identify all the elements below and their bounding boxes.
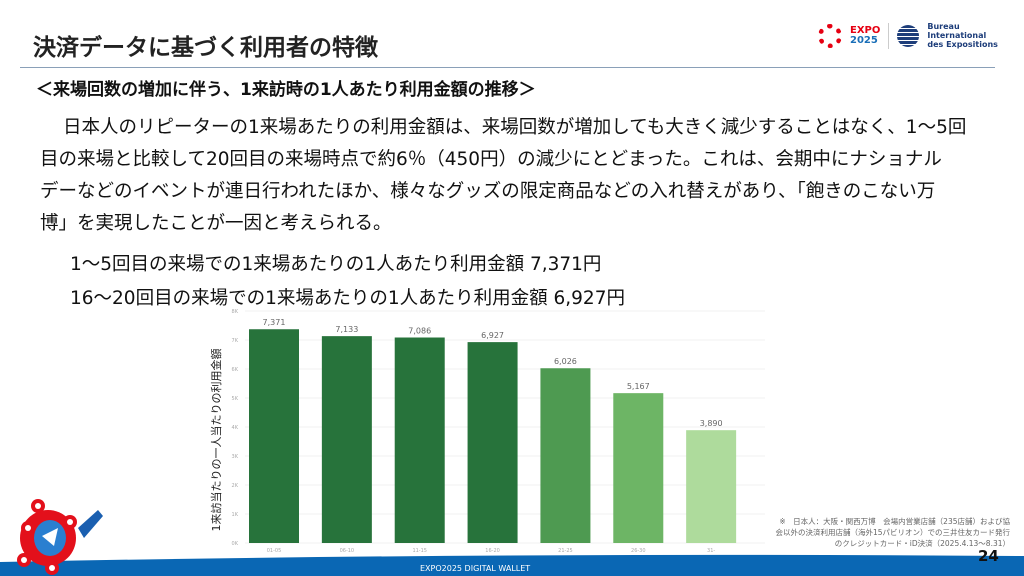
y-tick-label: 6K bbox=[232, 367, 239, 373]
mascot-icon bbox=[17, 499, 103, 575]
data-label: 7,086 bbox=[408, 327, 431, 336]
footnote-line: のクレジットカード・iD決済（2025.4.13～8.31） bbox=[834, 539, 1010, 548]
bar-01-05 bbox=[249, 329, 299, 543]
data-label: 6,927 bbox=[481, 331, 504, 340]
logo-divider bbox=[888, 22, 890, 49]
y-tick-label: 7K bbox=[232, 338, 239, 344]
paragraph-line: 目の来場と比較して20回目の来場時点で約6％（450円）の減少にとどまった。これ… bbox=[40, 149, 942, 170]
bar-chart: 1来訪当たりの一人当たりの利用金額 0K 1K 2K 3K 4K 5K 6K 7K 8K 7,37… bbox=[209, 309, 765, 554]
y-tick-label: 1K bbox=[232, 512, 239, 518]
bar-26-30 bbox=[613, 393, 664, 543]
bie-logo-text: Bureau International des Expositions bbox=[927, 22, 998, 49]
bie-globe-icon bbox=[897, 24, 920, 47]
section-heading: ＜来場回数の増加に伴う、1来訪時の1人あたり利用金額の推移＞ bbox=[36, 80, 536, 100]
x-tick-label: 21-25 bbox=[558, 548, 573, 554]
x-tick-label: 31- bbox=[707, 548, 715, 554]
data-label: 3,890 bbox=[700, 419, 723, 428]
key-value-line: 1～5回目の来場での1来場あたりの1人あたり利用金額 7,371円 bbox=[70, 254, 602, 275]
y-tick-label: 2K bbox=[232, 483, 239, 489]
bar-21-25 bbox=[540, 368, 591, 543]
bar-31- bbox=[686, 430, 737, 543]
y-tick-label: 5K bbox=[232, 396, 239, 402]
x-tick-label: 11-15 bbox=[412, 548, 427, 554]
footnote-line: 会以外の決済利用店舗（海外15パビリオン）での三井住友カード発行 bbox=[775, 528, 1010, 537]
data-label: 7,371 bbox=[263, 318, 286, 327]
bie-line: des Expositions bbox=[927, 40, 998, 49]
x-tick-label: 01-05 bbox=[267, 548, 282, 554]
y-tick-label: 4K bbox=[232, 425, 239, 431]
footnote: ※ 日本人：大阪・関西万博 会場内営業店舗（235店舗）および協 会以外の決済利… bbox=[775, 516, 1010, 549]
data-label: 6,026 bbox=[554, 357, 577, 366]
paragraph-line: 日本人のリピーターの1来場あたりの利用金額は、来場回数が増加しても大きく減少する… bbox=[63, 117, 967, 138]
y-tick-label: 8K bbox=[232, 309, 239, 315]
footer-text: EXPO2025 DIGITAL WALLET bbox=[420, 564, 531, 573]
bie-line: International bbox=[927, 31, 987, 40]
header-divider bbox=[20, 67, 995, 68]
paragraph-line: 博」を実現したことが一因と考えられる。 bbox=[40, 213, 392, 234]
y-tick-label: 3K bbox=[232, 454, 239, 460]
data-label: 7,133 bbox=[335, 325, 358, 334]
page-title: 決済データに基づく利用者の特徴 bbox=[33, 35, 378, 61]
x-tick-label: 16-20 bbox=[485, 548, 500, 554]
bar-16-20 bbox=[467, 342, 518, 543]
paragraph-line: デーなどのイベントが連日行われたほか、様々なグッズの限定商品などの入れ替えがあり… bbox=[40, 181, 936, 202]
y-axis-label: 1来訪当たりの一人当たりの利用金額 bbox=[209, 349, 223, 532]
footnote-line: ※ 日本人：大阪・関西万博 会場内営業店舗（235店舗）および協 bbox=[779, 517, 1010, 526]
expo-logo-icon bbox=[818, 23, 842, 48]
y-tick-label: 0K bbox=[232, 541, 239, 547]
x-tick-label: 06-10 bbox=[340, 548, 355, 554]
data-label: 5,167 bbox=[627, 382, 650, 391]
bar-11-15 bbox=[394, 337, 445, 543]
page-number: 24 bbox=[978, 547, 999, 565]
x-tick-label: 26-30 bbox=[631, 548, 646, 554]
key-value-line: 16～20回目の来場での1来場あたりの1人あたり利用金額 6,927円 bbox=[70, 288, 625, 309]
expo-logo-text: EXPO 2025 bbox=[850, 24, 881, 46]
bie-line: Bureau bbox=[927, 22, 960, 31]
bar-06-10 bbox=[321, 336, 372, 543]
logos: EXPO 2025 Bureau International des Exposi… bbox=[818, 22, 998, 49]
